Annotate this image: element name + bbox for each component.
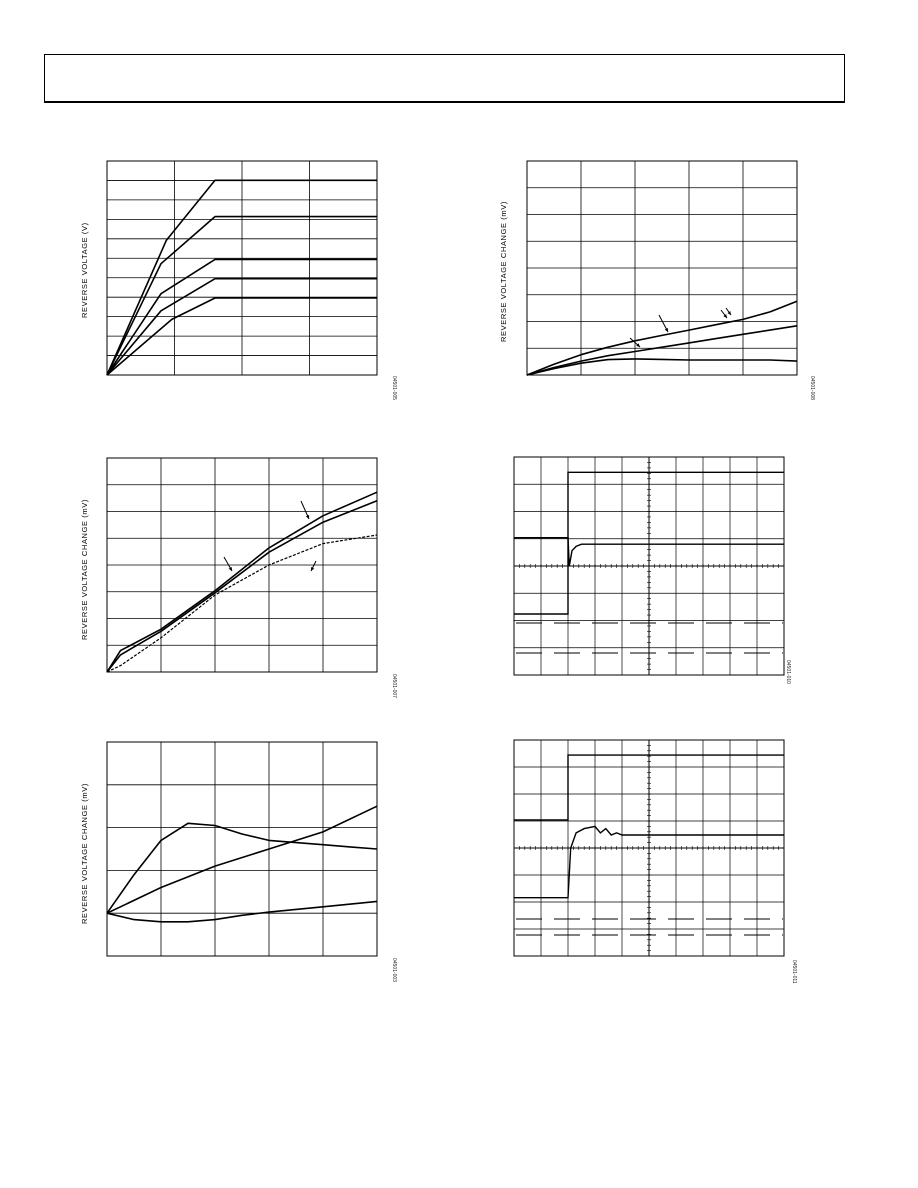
scope-trace-2 — [514, 825, 784, 899]
y-axis-label: REVERSE VOLTAGE (V) — [80, 222, 89, 318]
line-chart-1 — [106, 160, 378, 376]
figure-id: 04501-008 — [809, 376, 815, 400]
series-line-1 — [106, 822, 378, 914]
series-line-3 — [526, 358, 798, 376]
series-line-5 — [106, 297, 377, 376]
arrow-head — [311, 567, 315, 571]
series-line-1 — [106, 491, 378, 673]
line-chart-3 — [106, 457, 378, 673]
y-axis-label: REVERSE VOLTAGE CHANGE (mV) — [80, 499, 89, 640]
scope-trace-2 — [514, 536, 784, 567]
y-axis-label: REVERSE VOLTAGE CHANGE (mV) — [80, 783, 89, 924]
series-line-1 — [526, 300, 798, 376]
series-line-4 — [106, 277, 377, 376]
series-line-2 — [106, 215, 377, 376]
series-line-3 — [106, 534, 378, 673]
series-line-2 — [106, 805, 378, 914]
arrow-head — [305, 515, 310, 519]
line-chart-4 — [106, 741, 378, 957]
page-header-box — [44, 54, 845, 103]
plot-frame — [106, 741, 378, 957]
series-line-3 — [106, 258, 377, 376]
scope-trace-1 — [514, 754, 784, 821]
series-line-3 — [106, 900, 378, 923]
arrow-head — [727, 311, 731, 315]
line-chart-2 — [526, 160, 798, 376]
series-line-2 — [526, 325, 798, 376]
series-line-2 — [106, 500, 378, 673]
figure-id: 04501-007 — [391, 674, 397, 698]
arrow-head — [664, 328, 668, 332]
figure-id: 04501-003 — [391, 958, 397, 982]
arrow-head — [723, 314, 727, 318]
scope-trace-2 — [513, 739, 785, 957]
figure-id: 04501-011 — [791, 960, 797, 984]
series-line-1 — [106, 179, 377, 376]
figure-id: 04501-010 — [785, 660, 791, 684]
figure-id: 04501-005 — [391, 376, 397, 400]
arrow-head — [228, 567, 232, 571]
y-axis-label: REVERSE VOLTAGE CHANGE (mV) — [499, 201, 508, 342]
scope-trace-1 — [513, 456, 785, 676]
arrow-head — [636, 343, 640, 347]
